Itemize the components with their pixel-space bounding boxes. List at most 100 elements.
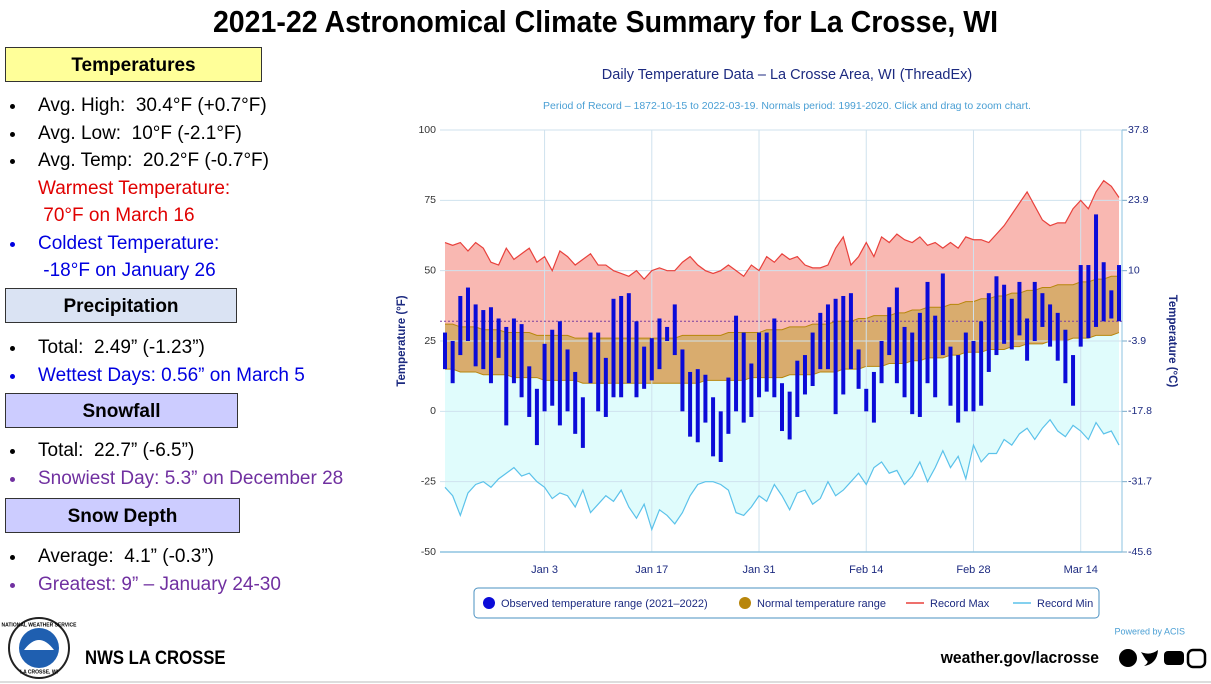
observed-bar [718,411,723,462]
observed-bar [557,321,562,426]
observed-bar [726,377,731,434]
observed-bar [511,318,516,384]
observed-bar [871,371,876,423]
observed-bar [588,332,593,384]
observed-bar [902,326,907,398]
y2-tick-label: 10 [1128,264,1140,276]
record-max-line [444,179,1120,280]
social-icons [1119,648,1207,669]
observed-bar [465,287,470,341]
observed-bar [1078,265,1083,347]
observed-bar [711,397,716,457]
observed-bar [688,371,693,437]
observed-bar [603,357,608,417]
summary-line: Avg. High: 30.4°F (+0.7°F) [10,92,269,120]
observed-bar [1048,304,1053,347]
observed-bar [795,360,800,417]
youtube-icon [1164,651,1184,665]
summary-line: Snowiest Day: 5.3” on December 28 [10,465,343,493]
section-heading: Temperatures [5,47,262,82]
observed-bar [986,293,991,372]
observed-bar [534,388,539,446]
legend-label: Normal temperature range [757,598,886,610]
observed-bar [848,293,853,370]
observed-bar [780,383,784,432]
y-axis-title: Temperature (°F) [396,295,408,386]
observed-bar [1117,265,1121,322]
summary-line: Warmest Temperature: [38,177,231,199]
observed-bar [703,374,708,423]
observed-bar [695,369,700,443]
y2-tick-label: -3.9 [1128,335,1146,347]
observed-bar [1055,312,1060,361]
legend-box [473,587,1100,619]
observed-bar [741,332,746,423]
record-min-line [444,418,1120,532]
observed-bar [542,343,547,412]
observed-bar [1017,281,1022,336]
instagram-icon [1186,648,1207,669]
nws-logo: NATIONAL WEATHER SERVICE LA CROSSE, WI [2,617,78,679]
y2-axis-title: Temperature (°C) [1166,295,1178,388]
observed-bar [1071,355,1076,406]
section-heading: Snow Depth [5,498,240,533]
observed-bar [933,315,938,398]
y-tick-label: 50 [424,264,436,276]
observed-bar [634,321,639,398]
observed-bar [1025,318,1030,361]
observed-bar [1109,290,1114,319]
x-tick-label: Mar 14 [1064,564,1098,576]
observed-bar [488,307,493,384]
observed-bar [481,310,486,370]
observed-bar [1063,329,1068,384]
observed-bar [894,287,899,384]
summary-line: Coldest Temperature: [10,230,269,258]
observed-bar [580,397,585,448]
observed-bar [757,332,762,398]
observed-bar [810,332,815,387]
observed-bar [519,324,524,398]
observed-bar [802,355,807,395]
y2-tick-label: 23.9 [1128,194,1149,206]
y-tick-label: 100 [418,124,436,136]
office-name: NWS LA CROSSE [85,648,226,669]
observed-bar [864,388,869,412]
observed-bar [1101,262,1106,322]
observed-bar [956,355,961,423]
observed-bar [672,304,677,356]
observed-bar [749,363,754,417]
observed-bar [940,273,945,356]
y-tick-label: 25 [424,335,436,347]
summary-line: Wettest Days: 0.56” on March 5 [10,362,305,390]
observed-bar [1032,281,1037,341]
observed-bar [825,304,830,370]
y2-tick-label: -31.7 [1128,475,1152,487]
chart-title: Daily Temperature Data – La Crosse Area,… [602,67,972,83]
observed-bar [473,304,478,367]
logo-top-text: NATIONAL WEATHER SERVICE [2,622,78,628]
legend-label: Observed temperature range (2021–2022) [501,598,708,610]
section-items: Avg. High: 30.4°F (+0.7°F) Avg. Low: 10°F… [10,92,269,285]
observed-bar [833,298,838,415]
observed-bar [734,315,739,412]
observed-bar [573,371,578,434]
observed-bar [841,295,846,395]
legend-label: Record Max [930,598,990,610]
observed-bar [1009,298,1014,350]
observed-bar [910,332,915,415]
summary-line: Average: 4.1” (-0.3”) [10,543,281,571]
y-tick-label: -50 [421,546,436,558]
summary-line: Avg. Low: 10°F (-2.1°F) [10,120,269,148]
legend-label: Record Min [1037,598,1093,610]
observed-bar [925,281,930,384]
section-heading: Snowfall [5,393,238,428]
observed-bar [1094,214,1099,327]
observed-bar [917,312,922,417]
slide-title: 2021-22 Astronomical Climate Summary for… [212,4,999,39]
summary-line: Greatest: 9” – January 24-30 [10,571,281,599]
x-tick-label: Feb 14 [849,564,883,576]
observed-bar [527,366,532,417]
twitter-icon [1141,650,1158,666]
observed-bar [971,341,976,412]
observed-bar [963,332,968,412]
